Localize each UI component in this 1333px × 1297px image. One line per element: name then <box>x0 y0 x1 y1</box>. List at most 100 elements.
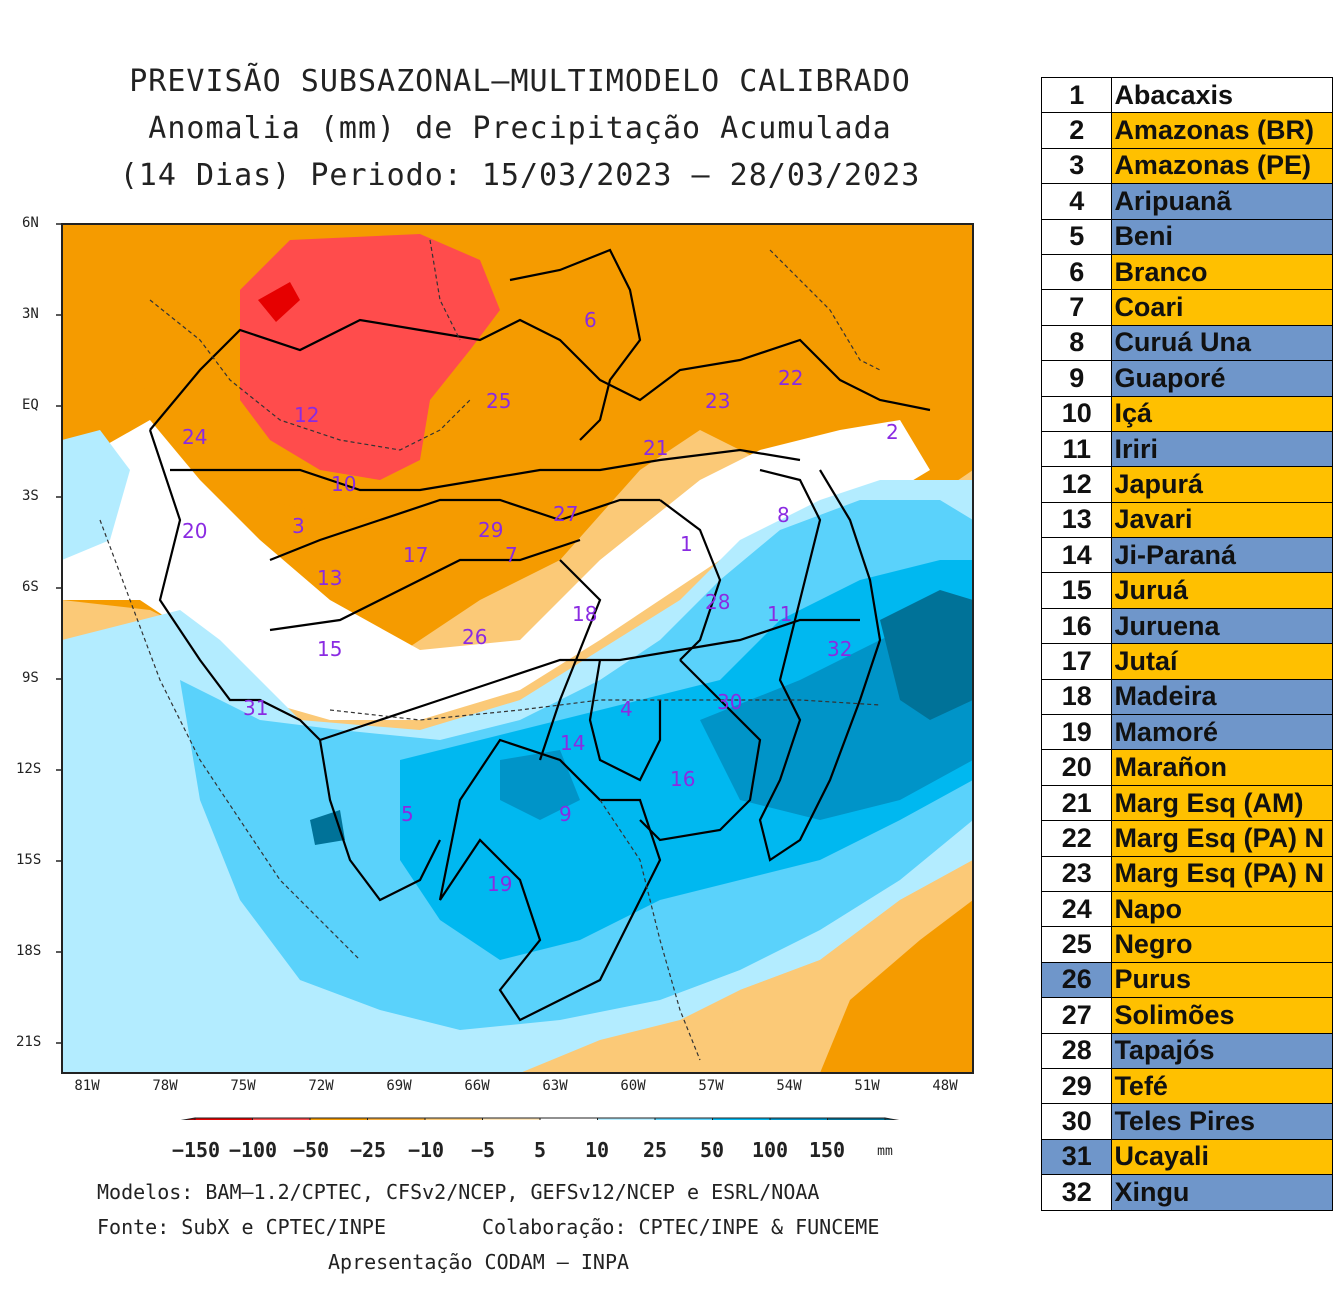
legend-row: 18 Madeira <box>1040 678 1333 716</box>
legend-row: 26 Purus <box>1040 961 1333 999</box>
map-title-line-1: PREVISÃO SUBSAZONAL—MULTIMODELO CALIBRAD… <box>129 64 911 99</box>
legend-number: 15 <box>1040 572 1113 609</box>
cbar-label: −10 <box>407 1138 445 1162</box>
basin-label-29: 29 <box>478 518 504 542</box>
legend-row: 15 Juruá <box>1040 572 1333 609</box>
legend-number: 30 <box>1040 1103 1113 1140</box>
lat-label-9s: 9S <box>22 670 39 686</box>
legend-row: 27 Solimões <box>1040 997 1333 1034</box>
legend-basin-name: Abacaxis <box>1111 76 1333 114</box>
basin-label-9: 9 <box>559 802 572 826</box>
basin-label-25: 25 <box>486 389 512 413</box>
lon-label-72w: 72W <box>308 1078 334 1094</box>
legend-basin-name: Beni <box>1111 218 1333 255</box>
legend-basin-name: Iriri <box>1111 430 1333 468</box>
legend-basin-name: Juruena <box>1111 607 1333 645</box>
basin-label-17: 17 <box>403 543 429 567</box>
legend-basin-name: Ucayali <box>1111 1138 1333 1176</box>
basin-label-26: 26 <box>462 625 488 649</box>
legend-row: 29 Tefé <box>1040 1067 1333 1105</box>
legend-row: 7 Coari <box>1040 289 1333 326</box>
colorbar-segment <box>884 1117 900 1120</box>
legend-row: 31 Ucayali <box>1040 1138 1333 1176</box>
basin-label-6: 6 <box>584 308 597 332</box>
legend-basin-name: Guaporé <box>1111 360 1333 397</box>
legend-row: 14 Ji-Paraná <box>1040 537 1333 574</box>
basin-label-18: 18 <box>572 602 598 626</box>
basin-label-21: 21 <box>643 436 669 460</box>
legend-row: 11 Iriri <box>1040 430 1333 468</box>
footer-collab: Colaboração: CPTEC/INPE & FUNCEME <box>482 1215 880 1239</box>
basin-label-22: 22 <box>778 366 804 390</box>
legend-row: 5 Beni <box>1040 218 1333 255</box>
legend-number: 4 <box>1040 183 1113 220</box>
legend-basin-name: Marg Esq (PA) N <box>1111 820 1333 857</box>
legend-row: 28 Tapajós <box>1040 1032 1333 1069</box>
legend-number: 19 <box>1040 714 1113 751</box>
colorbar-segment <box>597 1117 656 1120</box>
legend-number: 2 <box>1040 112 1113 149</box>
lat-label-21s: 21S <box>16 1034 42 1050</box>
basin-label-27: 27 <box>553 502 579 526</box>
legend-basin-name: Marañon <box>1111 749 1333 786</box>
legend-number: 16 <box>1040 607 1113 645</box>
legend-basin-name: Marg Esq (PA) N <box>1111 855 1333 892</box>
legend-basin-name: Solimões <box>1111 997 1333 1034</box>
legend-basin-name: Aripuanã <box>1111 183 1333 220</box>
legend-number: 31 <box>1040 1138 1113 1176</box>
legend-basin-name: Branco <box>1111 253 1333 291</box>
legend-row: 19 Mamoré <box>1040 714 1333 751</box>
basin-legend-table: 1 Abacaxis 2 Amazonas (BR) 3 Amazonas (PE) 4 Ar… <box>1040 76 1333 1211</box>
legend-number: 12 <box>1040 466 1113 503</box>
basin-label-1: 1 <box>680 532 693 556</box>
legend-basin-name: Amazonas (BR) <box>1111 112 1333 149</box>
legend-row: 1 Abacaxis <box>1040 76 1333 114</box>
legend-basin-name: Mamoré <box>1111 714 1333 751</box>
legend-basin-name: Juruá <box>1111 572 1333 609</box>
legend-number: 21 <box>1040 784 1113 822</box>
basin-label-28: 28 <box>705 590 731 614</box>
cbar-label: 10 <box>584 1138 610 1162</box>
legend-row: 13 Javari <box>1040 501 1333 539</box>
legend-number: 20 <box>1040 749 1113 786</box>
lat-label-eq: EQ <box>22 397 39 413</box>
lon-label-54w: 54W <box>776 1078 802 1094</box>
cbar-label: −25 <box>349 1138 387 1162</box>
legend-number: 17 <box>1040 643 1113 680</box>
legend-row: 8 Curuá Una <box>1040 324 1333 362</box>
legend-basin-name: Negro <box>1111 926 1333 963</box>
lat-label-6s: 6S <box>22 579 39 595</box>
colorbar-segment <box>769 1117 828 1120</box>
legend-number: 28 <box>1040 1032 1113 1069</box>
legend-row: 9 Guaporé <box>1040 360 1333 397</box>
legend-number: 10 <box>1040 395 1113 432</box>
cbar-label: 5 <box>533 1138 547 1162</box>
legend-basin-name: Amazonas (PE) <box>1111 147 1333 185</box>
legend-number: 22 <box>1040 820 1113 857</box>
legend-number: 23 <box>1040 855 1113 892</box>
legend-basin-name: Madeira <box>1111 678 1333 716</box>
cbar-unit: mm <box>877 1144 893 1159</box>
map-frame <box>61 223 974 1074</box>
cbar-label: 25 <box>642 1138 668 1162</box>
lon-label-48w: 48W <box>932 1078 958 1094</box>
basin-label-15: 15 <box>317 637 343 661</box>
legend-number: 7 <box>1040 289 1113 326</box>
legend-row: 23 Marg Esq (PA) N <box>1040 855 1333 892</box>
legend-basin-name: Xingu <box>1111 1174 1333 1211</box>
legend-basin-name: Javari <box>1111 501 1333 539</box>
legend-row: 21 Marg Esq (AM) <box>1040 784 1333 822</box>
basin-label-19: 19 <box>487 872 513 896</box>
basin-label-4: 4 <box>620 697 633 721</box>
basin-label-11: 11 <box>767 602 793 626</box>
basin-label-12: 12 <box>294 403 320 427</box>
legend-basin-name: Içá <box>1111 395 1333 432</box>
legend-number: 24 <box>1040 890 1113 928</box>
basin-label-7: 7 <box>505 543 518 567</box>
legend-row: 20 Marañon <box>1040 749 1333 786</box>
legend-number: 9 <box>1040 360 1113 397</box>
legend-number: 27 <box>1040 997 1113 1034</box>
legend-number: 26 <box>1040 961 1113 999</box>
lat-label-3n: 3N <box>22 306 39 322</box>
colorbar-segment <box>827 1117 886 1120</box>
